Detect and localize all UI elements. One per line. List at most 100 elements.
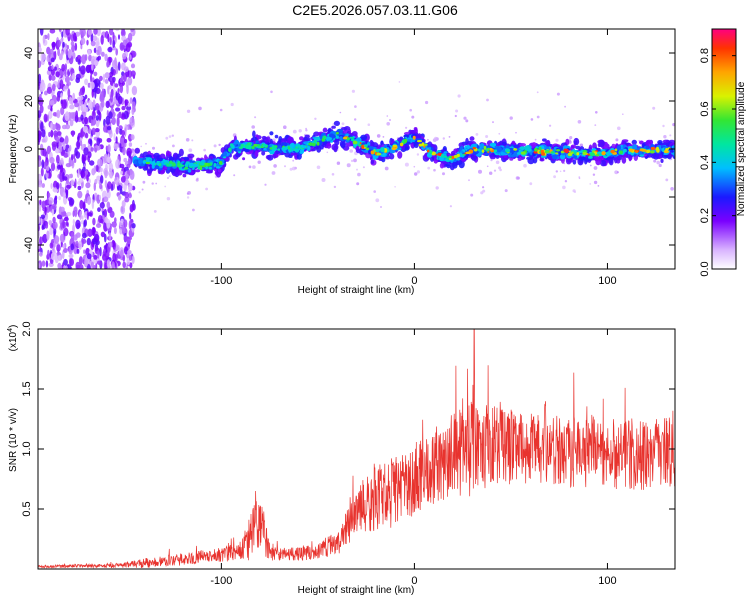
spectrogram-cell: [94, 128, 100, 133]
spectrogram-cell: [123, 219, 128, 228]
spectrogram-cell: [49, 227, 54, 236]
spectrogram-cell: [83, 143, 86, 148]
spectrogram-cell: [519, 143, 526, 147]
spectrogram-cell: [56, 182, 60, 190]
spectrogram-cell: [97, 158, 103, 167]
spectrogram-cell: [127, 102, 131, 108]
spectrogram-cell: [44, 90, 48, 96]
spectrogram-cell: [596, 151, 602, 155]
spectrogram-cell: [66, 184, 72, 189]
spectrogram-cell: [257, 160, 261, 164]
spectrogram-cell: [489, 171, 493, 175]
spectrogram-cell: [102, 73, 106, 83]
spectrogram-cell: [131, 85, 138, 96]
spectrogram-cell: [427, 138, 429, 141]
spectrogram-cell: [75, 77, 80, 84]
spectrogram-cell: [119, 143, 122, 149]
spectrogram-cell: [164, 185, 167, 188]
spectrogram-cell: [112, 83, 115, 92]
spectrogram-cell: [577, 120, 582, 124]
spectrogram-cell: [109, 29, 114, 36]
spectrogram-cell: [498, 132, 501, 135]
spectrogram-cell: [477, 148, 481, 152]
spectrogram-cell: [131, 50, 137, 58]
spectrogram-cell: [205, 170, 213, 174]
spectrogram-cell: [77, 181, 82, 185]
spectrogram-cell: [59, 137, 64, 143]
spectrogram-cell: [65, 189, 69, 199]
snr-y-tick-label: 2.0: [21, 321, 33, 336]
spectrogram-cell: [593, 166, 598, 170]
spectrogram-cell: [93, 47, 97, 54]
spectrogram-cell: [120, 218, 124, 224]
spectrogram-cell: [85, 182, 91, 189]
spectrogram-cell: [83, 147, 89, 156]
spectrogram-cell: [213, 162, 217, 167]
spectrogram-cell: [65, 29, 70, 36]
spectrogram-cell: [616, 145, 622, 150]
spectrogram-cell: [121, 200, 126, 208]
spectrogram-cell: [90, 261, 95, 268]
spectrogram-cell: [97, 109, 101, 116]
spectrogram-cell: [254, 116, 257, 119]
spectrogram-cell: [42, 35, 46, 44]
spectrogram-cell: [64, 135, 69, 145]
spectrogram-cell: [49, 242, 54, 249]
spectrogram-cell: [350, 159, 354, 163]
spectrogram-cell: [107, 144, 111, 153]
spectrogram-cell: [595, 157, 602, 166]
spectrogram-cell: [130, 70, 136, 77]
spectrogram-plot-area: [38, 29, 675, 269]
spectrogram-cell: [104, 78, 109, 84]
spectrogram-cell: [61, 211, 67, 217]
spectrogram-cell: [265, 136, 271, 143]
spectrogram-cell: [140, 145, 142, 148]
spectrogram-cell: [87, 228, 93, 237]
spectrogram-cell: [513, 148, 518, 151]
colorbar-tick-label: 0.0: [699, 261, 711, 276]
spectrogram-cell: [90, 119, 94, 127]
spectrogram-cell: [63, 143, 66, 150]
spectrogram-cell: [538, 146, 542, 151]
spectrogram-cell: [504, 189, 508, 193]
spectrogram-cell: [48, 49, 51, 59]
spectrogram-cell: [126, 105, 132, 111]
spectrogram-cell: [453, 148, 459, 154]
spectrogram-cell: [82, 201, 86, 210]
spectrogram-cell: [404, 146, 409, 150]
spectrogram-cell: [121, 105, 126, 111]
spectrogram-cell: [54, 195, 58, 201]
spectrogram-cell: [168, 135, 172, 138]
spectrogram-cell: [249, 153, 252, 156]
spectrogram-cell: [593, 180, 598, 185]
spectrogram-cell: [351, 89, 355, 93]
spectrogram-cell: [39, 29, 44, 36]
spectrogram-cell: [595, 154, 600, 157]
spectrogram-cell: [62, 191, 66, 199]
spectrogram-cell: [125, 124, 128, 130]
spectrogram-cell: [582, 151, 587, 156]
spectrogram-cell: [269, 131, 274, 136]
spectrogram-cell: [72, 52, 76, 59]
spectrogram-cell: [56, 214, 63, 220]
spectrogram-cell: [55, 136, 60, 143]
spectrogram-cell: [414, 172, 418, 176]
spectrogram-cell: [44, 206, 47, 216]
spectrogram-cell: [112, 39, 116, 48]
spectrogram-cell: [55, 124, 61, 131]
spectrogram-cell: [493, 149, 497, 153]
spectrogram-cell: [614, 170, 619, 175]
spectrogram-cell: [119, 77, 123, 84]
spectrogram-cell: [167, 166, 171, 171]
spectrogram-cell: [80, 44, 83, 50]
spectrogram-cell: [56, 39, 61, 48]
spectrogram-cell: [541, 152, 546, 156]
spectrogram-cell: [621, 156, 627, 164]
spectrogram-cell: [142, 160, 146, 164]
spectrogram-cell: [534, 147, 538, 152]
spectrogram-cell: [112, 252, 117, 263]
spectrogram-y-tick-label: 40: [23, 47, 35, 59]
spectrogram-cell: [70, 231, 75, 242]
spectrogram-cell: [186, 109, 191, 114]
spectrogram-cell: [95, 164, 99, 172]
